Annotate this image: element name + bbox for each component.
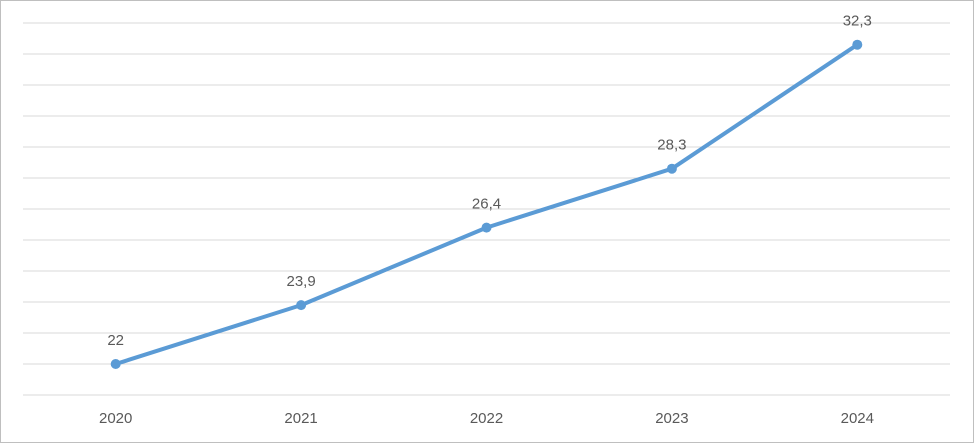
x-tick-label: 2023 <box>655 410 688 427</box>
marker <box>666 163 677 174</box>
data-label: 22 <box>107 332 124 349</box>
marker <box>110 359 121 369</box>
marker <box>852 39 863 50</box>
x-tick-label: 2020 <box>99 410 132 427</box>
data-label: 23,9 <box>286 273 315 290</box>
data-label: 32,3 <box>843 13 872 30</box>
x-tick-label: 2022 <box>470 410 503 427</box>
marker <box>481 222 492 233</box>
data-label: 28,3 <box>657 137 686 154</box>
x-tick-label: 2024 <box>841 410 874 427</box>
data-label: 26,4 <box>472 196 501 213</box>
x-tick-label: 2021 <box>284 410 317 427</box>
marker <box>296 300 307 311</box>
